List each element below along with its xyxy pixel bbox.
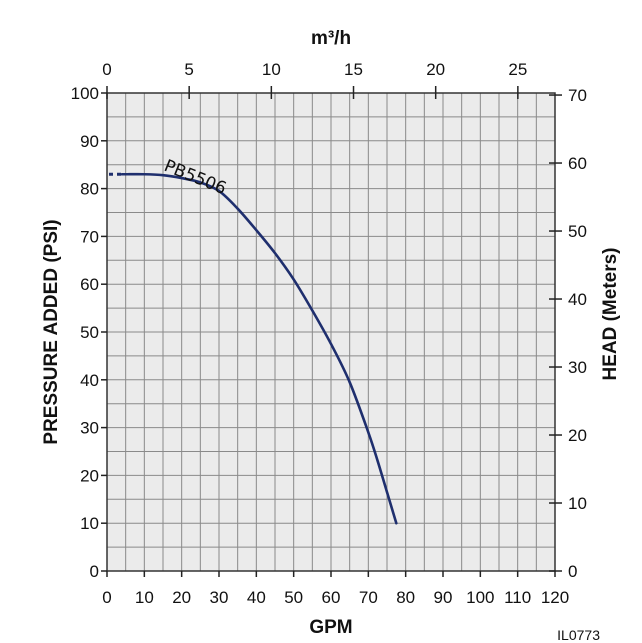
x-top-tick-label: 10 (262, 60, 281, 79)
y-right-tick-label: 70 (568, 86, 587, 105)
x-tick-label: 80 (396, 588, 415, 607)
x-axis-title: GPM (309, 617, 352, 638)
series-layer (109, 172, 398, 525)
x-tick-label: 0 (102, 588, 111, 607)
x-tick-label: 60 (322, 588, 341, 607)
y-axis-title: PRESSURE ADDED (PSI) (41, 219, 62, 444)
axis-ticks (101, 86, 562, 577)
x-tick-label: 40 (247, 588, 266, 607)
x-tick-label: 20 (172, 588, 191, 607)
x-tick-label: 100 (466, 588, 494, 607)
y-right-axis-title: HEAD (Meters) (600, 247, 621, 380)
y-tick-label: 80 (80, 180, 99, 199)
x-tick-label: 70 (359, 588, 378, 607)
y-right-tick-label: 60 (568, 154, 587, 173)
y-right-tick-label: 40 (568, 290, 587, 309)
y-tick-label: 70 (80, 227, 99, 246)
y-tick-label: 0 (90, 562, 99, 581)
x-tick-label: 110 (504, 588, 531, 607)
x-top-tick-label: 5 (184, 60, 193, 79)
grid (106, 92, 556, 572)
x-top-tick-label: 0 (102, 60, 111, 79)
x-top-tick-label: 15 (344, 60, 363, 79)
x-tick-label: 90 (434, 588, 453, 607)
y-tick-label: 60 (80, 275, 99, 294)
y-tick-label: 30 (80, 419, 99, 438)
y-tick-label: 100 (71, 84, 99, 103)
x-top-axis-title: m³/h (311, 28, 351, 49)
x-tick-label: 30 (210, 588, 229, 607)
y-tick-label: 50 (80, 323, 99, 342)
tick-labels: 0 10 20 30 40 50 60 70 80 90 100 110 120010203040506… (71, 60, 587, 607)
x-top-tick-label: 25 (508, 60, 527, 79)
figure-id: IL0773 (557, 627, 600, 643)
x-tick-label: 120 (541, 588, 569, 607)
x-tick-label: 10 (135, 588, 154, 607)
x-tick-label: 50 (284, 588, 303, 607)
y-right-tick-label: 0 (568, 562, 577, 581)
y-tick-label: 40 (80, 371, 99, 390)
series-line-pb5506 (120, 172, 398, 525)
y-tick-label: 10 (80, 514, 99, 533)
y-tick-label: 20 (80, 466, 99, 485)
y-tick-label: 90 (80, 132, 99, 151)
y-right-tick-label: 50 (568, 222, 587, 241)
x-top-tick-label: 20 (426, 60, 445, 79)
y-right-tick-label: 30 (568, 358, 587, 377)
y-right-tick-label: 20 (568, 426, 587, 445)
y-right-tick-label: 10 (568, 494, 587, 513)
